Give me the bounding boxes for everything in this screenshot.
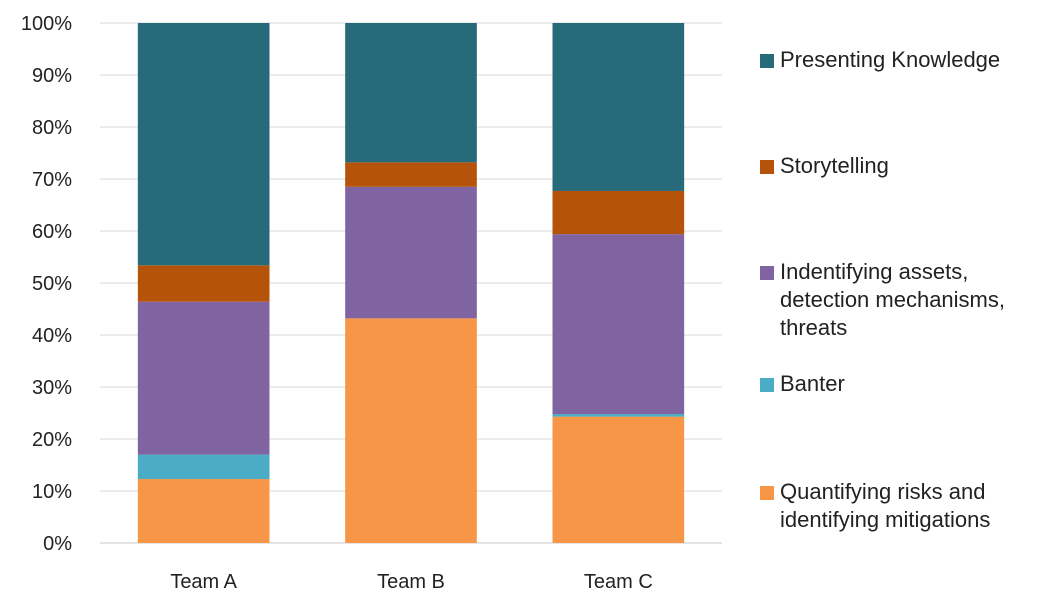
legend-item: Banter [760,370,1055,398]
x-tick-label: Team C [584,571,653,593]
x-tick-label: Team A [170,571,237,593]
legend-label: Indentifying assets, detection mechanism… [780,259,1005,340]
x-tick-label: Team B [377,571,445,593]
bar-segment [345,23,477,163]
bar-segment [345,186,477,319]
y-tick-label: 40% [32,325,72,347]
bar-segment [137,301,270,455]
y-tick-label: 60% [32,221,72,243]
bar-segment [552,416,685,543]
bar-segment [345,318,477,543]
y-tick-label: 0% [43,533,72,555]
bar-segment [552,23,685,191]
stacked-bar-chart: 0% 10% 20% 30% 40% 50% 60% 70% 80% 90% 100% Team A… [21,13,722,593]
legend-label: Presenting Knowledge [780,47,1001,72]
bar-segment [552,414,685,417]
legend-swatch [760,160,774,174]
bar-segment [552,234,685,415]
bars [137,23,685,543]
legend-item: Storytelling [760,152,1055,180]
bar-segment [137,479,270,543]
y-tick-label: 100% [21,13,72,35]
bar-segment [137,23,270,266]
legend-swatch [760,266,774,280]
y-tick-label: 90% [32,65,72,87]
y-tick-label: 80% [32,117,72,139]
y-tick-label: 70% [32,169,72,191]
legend-label: Quantifying risks and identifying mitiga… [780,479,991,532]
y-tick-label: 30% [32,377,72,399]
legend-label: Storytelling [780,153,889,178]
legend-item: Quantifying risks and identifying mitiga… [760,478,1055,534]
y-tick-label: 20% [32,429,72,451]
y-tick-label: 10% [32,481,72,503]
bar-segment [137,454,270,480]
legend-item: Indentifying assets, detection mechanism… [760,258,1055,342]
y-tick-label: 50% [32,273,72,295]
legend-label: Banter [780,371,845,396]
y-axis-tick-labels: 0% 10% 20% 30% 40% 50% 60% 70% 80% 90% 100% [21,13,72,555]
legend: Presenting Knowledge Storytelling Indentif… [760,0,1055,594]
x-axis-tick-labels: Team A Team B Team C [170,571,652,593]
bar-segment [552,190,685,235]
legend-swatch [760,54,774,68]
bar-segment [345,162,477,187]
legend-swatch [760,486,774,500]
legend-swatch [760,378,774,392]
bar-segment [137,265,270,302]
legend-item: Presenting Knowledge [760,46,1055,74]
